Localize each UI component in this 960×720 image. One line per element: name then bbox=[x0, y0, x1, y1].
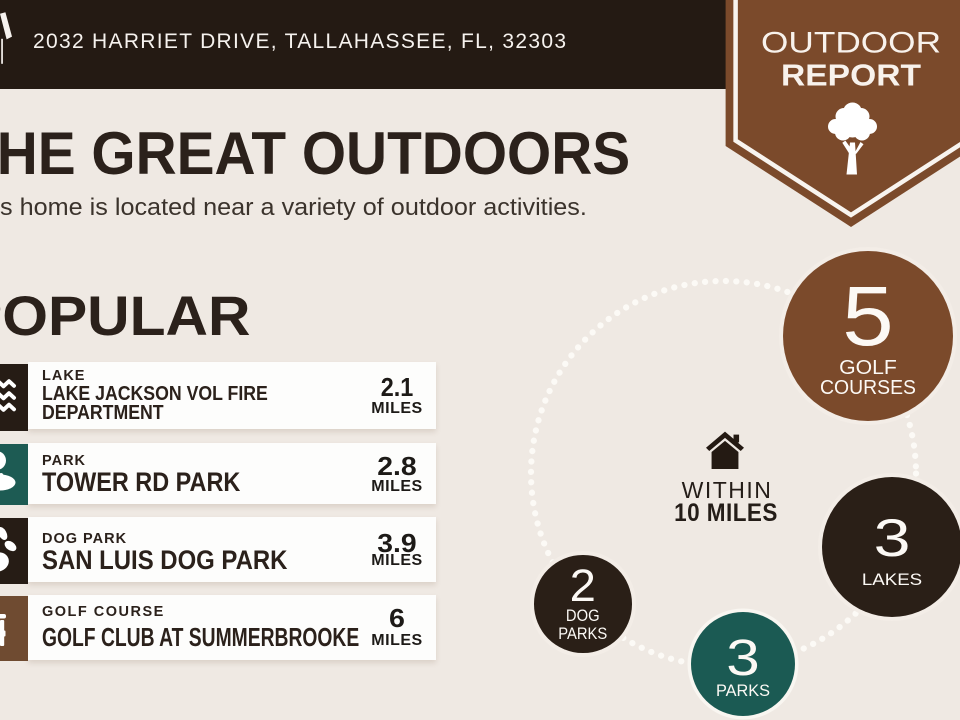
svg-text:OUTDOOR: OUTDOOR bbox=[761, 26, 941, 59]
svg-text:REPORT: REPORT bbox=[781, 58, 921, 93]
